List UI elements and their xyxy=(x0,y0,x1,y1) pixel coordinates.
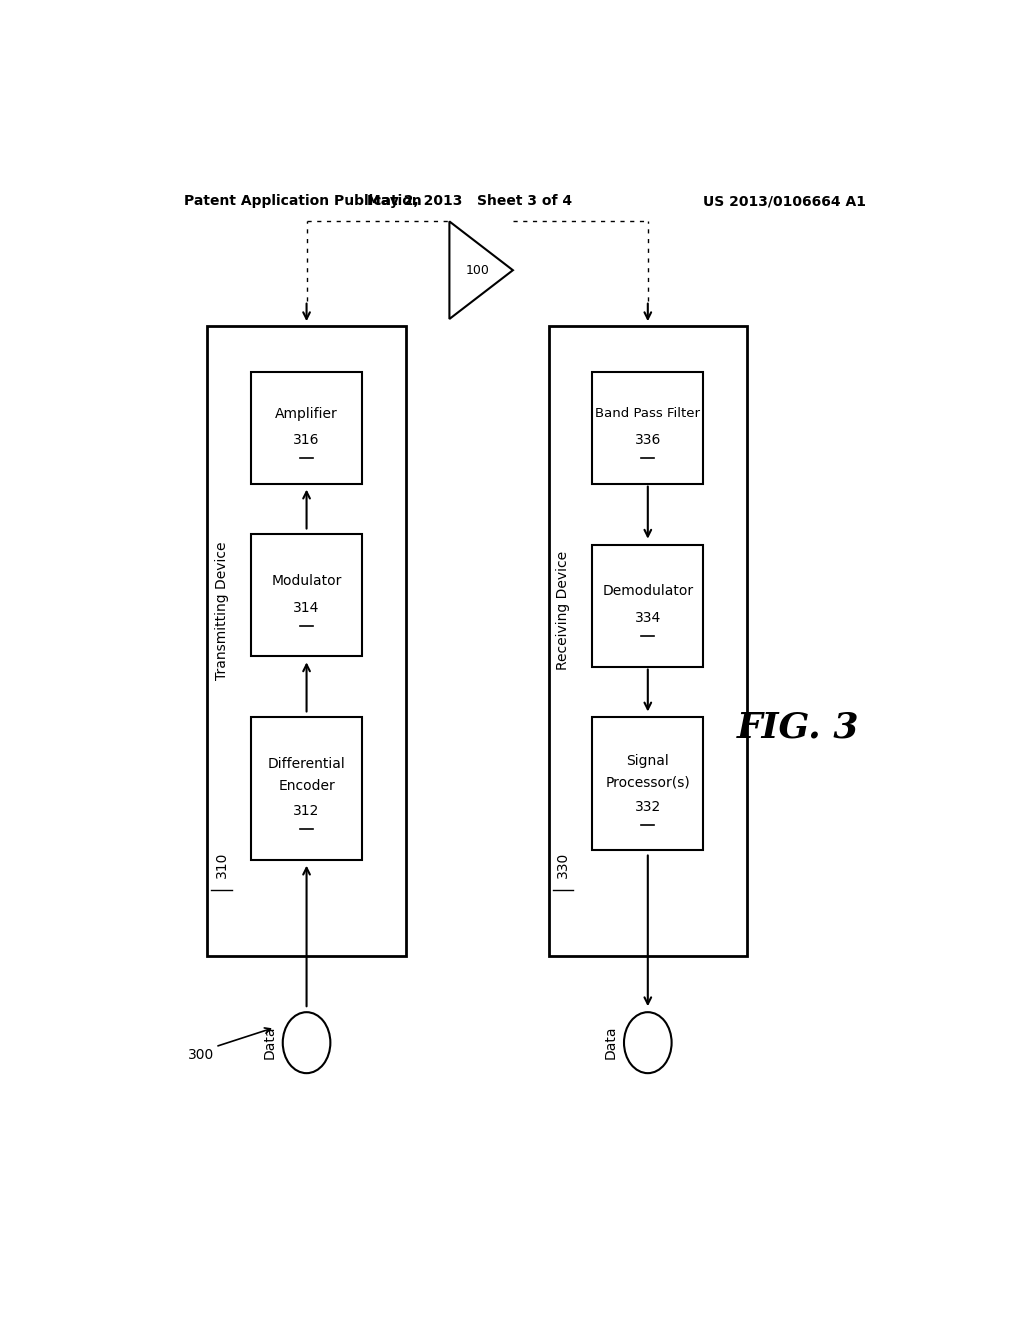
Text: Data: Data xyxy=(604,1026,617,1060)
Bar xyxy=(592,545,703,667)
Text: Signal: Signal xyxy=(627,754,669,768)
Bar xyxy=(251,372,362,483)
Text: 316: 316 xyxy=(293,433,319,447)
Bar xyxy=(549,326,748,956)
Bar xyxy=(251,718,362,859)
Text: 312: 312 xyxy=(293,804,319,818)
Bar xyxy=(592,718,703,850)
Text: 314: 314 xyxy=(293,601,319,615)
Text: Processor(s): Processor(s) xyxy=(605,775,690,789)
Bar xyxy=(207,326,406,956)
Text: Transmitting Device: Transmitting Device xyxy=(215,541,228,680)
Text: 300: 300 xyxy=(187,1048,214,1061)
Text: Differential: Differential xyxy=(267,758,345,771)
Text: 330: 330 xyxy=(556,851,570,878)
Text: Encoder: Encoder xyxy=(279,779,335,792)
Text: Patent Application Publication: Patent Application Publication xyxy=(183,194,421,209)
Text: US 2013/0106664 A1: US 2013/0106664 A1 xyxy=(703,194,866,209)
Text: Band Pass Filter: Band Pass Filter xyxy=(595,407,700,420)
Text: Demodulator: Demodulator xyxy=(602,585,693,598)
Text: Data: Data xyxy=(262,1026,276,1060)
Bar xyxy=(251,535,362,656)
Text: May 2, 2013   Sheet 3 of 4: May 2, 2013 Sheet 3 of 4 xyxy=(367,194,571,209)
Text: Receiving Device: Receiving Device xyxy=(556,552,570,671)
Text: 100: 100 xyxy=(465,264,489,277)
Text: Amplifier: Amplifier xyxy=(275,407,338,421)
Text: 336: 336 xyxy=(635,433,662,447)
Text: Modulator: Modulator xyxy=(271,574,342,589)
Text: FIG. 3: FIG. 3 xyxy=(737,710,860,744)
Text: 334: 334 xyxy=(635,611,660,624)
Text: 332: 332 xyxy=(635,800,660,814)
Bar xyxy=(592,372,703,483)
Text: 310: 310 xyxy=(215,851,228,878)
